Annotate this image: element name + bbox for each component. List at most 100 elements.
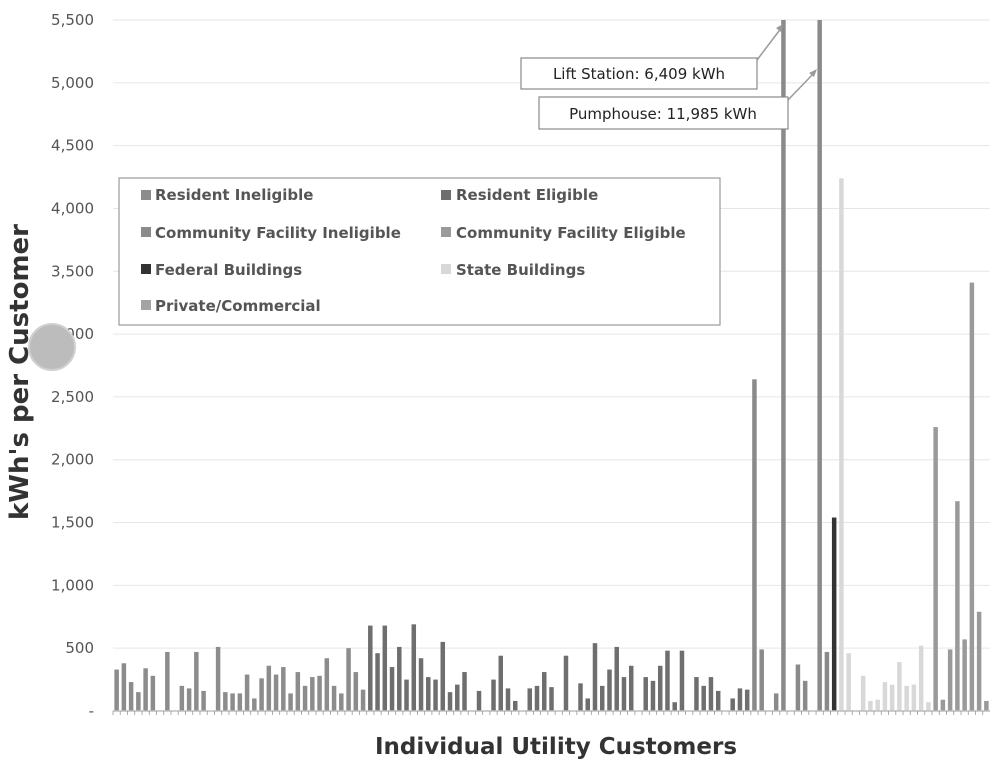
y-tick-label: 2,500 bbox=[51, 388, 94, 406]
bar bbox=[549, 687, 554, 711]
bar bbox=[831, 517, 837, 711]
bar bbox=[599, 685, 605, 711]
bar bbox=[136, 692, 141, 711]
bar bbox=[911, 684, 917, 711]
bar bbox=[527, 688, 532, 711]
bar bbox=[578, 683, 583, 711]
bar bbox=[875, 699, 880, 711]
bar bbox=[955, 501, 960, 711]
bar bbox=[563, 655, 569, 711]
y-tick-label: 1,000 bbox=[51, 576, 94, 594]
bar bbox=[650, 680, 656, 711]
bar bbox=[237, 693, 243, 711]
legend-label-community-facility-eligible: Community Facility Eligible bbox=[456, 224, 686, 242]
y-tick-label: - bbox=[89, 702, 94, 720]
bar bbox=[585, 698, 590, 711]
legend-swatch-state-buildings bbox=[441, 264, 451, 274]
bar bbox=[389, 667, 395, 711]
legend-label-resident-ineligible: Resident Ineligible bbox=[155, 186, 313, 204]
bar bbox=[252, 698, 257, 711]
bar bbox=[947, 649, 953, 711]
bar bbox=[752, 379, 757, 711]
bar bbox=[404, 679, 409, 711]
bar bbox=[882, 682, 888, 711]
legend-swatch-resident-ineligible bbox=[141, 190, 151, 200]
bar bbox=[607, 669, 612, 711]
bar bbox=[411, 624, 417, 711]
bar bbox=[259, 678, 264, 711]
y-tick-label: 4,500 bbox=[51, 137, 94, 155]
bar bbox=[773, 693, 779, 711]
x-axis-title: Individual Utility Customers bbox=[375, 734, 737, 760]
y-axis-title: kWh's per Customer bbox=[5, 224, 35, 520]
pumphouse-box bbox=[538, 96, 789, 130]
bar bbox=[215, 646, 221, 711]
bar bbox=[491, 679, 496, 711]
bar bbox=[128, 682, 134, 711]
y-tick-label: 5,500 bbox=[51, 11, 94, 29]
bar bbox=[868, 700, 873, 711]
bar bbox=[679, 650, 685, 711]
bar bbox=[904, 685, 909, 711]
bar bbox=[288, 693, 293, 711]
bar bbox=[614, 646, 619, 711]
bar bbox=[846, 653, 851, 711]
bar bbox=[433, 679, 438, 711]
bar bbox=[694, 677, 699, 711]
overlay-dot bbox=[28, 323, 76, 371]
y-tick-label: 4,000 bbox=[51, 199, 94, 217]
y-tick-label: 500 bbox=[65, 639, 94, 657]
bar bbox=[302, 685, 308, 711]
bar bbox=[317, 675, 322, 711]
legend-swatch-resident-eligible bbox=[441, 190, 451, 200]
bar bbox=[223, 692, 228, 711]
bar bbox=[505, 688, 511, 711]
bar bbox=[121, 663, 127, 711]
bar bbox=[628, 665, 634, 711]
bar bbox=[897, 662, 902, 711]
bar bbox=[701, 685, 706, 711]
bar bbox=[150, 675, 156, 711]
legend-label-private-commercial: Private/Commercial bbox=[155, 297, 321, 315]
bar bbox=[744, 689, 750, 711]
legend: Resident Ineligible Resident Eligible Co… bbox=[118, 177, 721, 326]
bar bbox=[643, 677, 648, 711]
bar bbox=[346, 648, 351, 711]
legend-swatch-community-facility-ineligible bbox=[141, 227, 151, 237]
bar bbox=[339, 693, 344, 711]
legend-label-federal-buildings: Federal Buildings bbox=[155, 261, 302, 279]
bar bbox=[795, 664, 801, 711]
bar bbox=[165, 651, 170, 711]
callouts: Lift Station: 6,409 kWh Pumphouse: 11,98… bbox=[520, 24, 817, 130]
bar bbox=[186, 688, 192, 711]
bar bbox=[194, 651, 199, 711]
bar bbox=[542, 672, 547, 711]
pumphouse-leader bbox=[787, 71, 816, 101]
bar bbox=[781, 20, 786, 711]
bar bbox=[179, 685, 185, 711]
bar bbox=[476, 690, 482, 711]
bar bbox=[244, 674, 250, 711]
bar bbox=[397, 646, 402, 711]
legend-swatch-federal-buildings bbox=[141, 264, 151, 274]
bar bbox=[513, 700, 518, 711]
bar bbox=[969, 282, 975, 711]
legend-label-community-facility-ineligible: Community Facility Ineligible bbox=[155, 224, 401, 242]
bar bbox=[375, 653, 380, 711]
bar bbox=[310, 677, 315, 711]
pumphouse-label: Pumphouse: 11,985 kWh bbox=[569, 105, 757, 123]
y-tick-label: 3,500 bbox=[51, 262, 94, 280]
bar bbox=[114, 669, 119, 711]
y-tick-label: 5,000 bbox=[51, 74, 94, 92]
bar bbox=[657, 665, 663, 711]
bars bbox=[114, 20, 989, 712]
legend-box bbox=[118, 177, 721, 326]
bar bbox=[230, 693, 235, 711]
bar bbox=[592, 643, 598, 711]
bar bbox=[940, 699, 946, 711]
bar bbox=[273, 674, 279, 711]
bar bbox=[715, 690, 721, 711]
bar bbox=[918, 645, 924, 711]
bar bbox=[621, 677, 627, 711]
